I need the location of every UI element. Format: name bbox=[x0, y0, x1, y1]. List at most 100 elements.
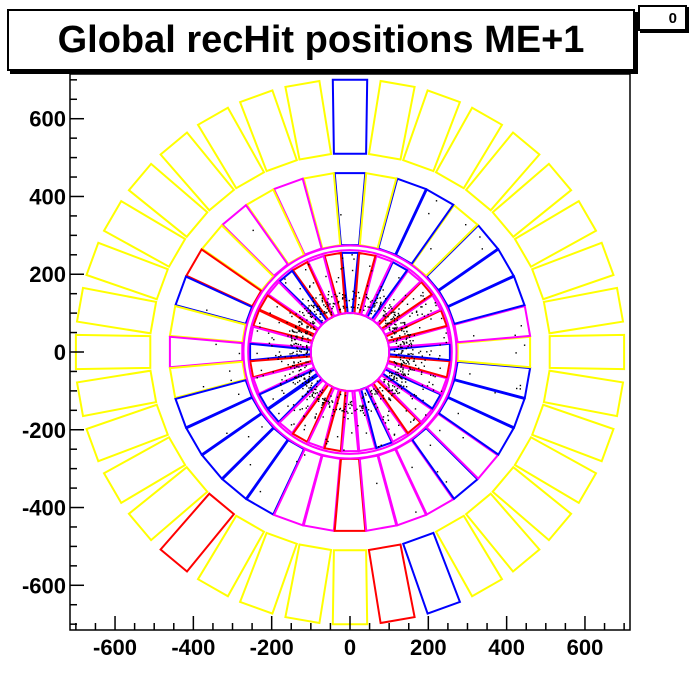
rechit-point bbox=[322, 402, 324, 404]
rechit-point bbox=[290, 424, 293, 426]
rechit-point bbox=[390, 306, 392, 308]
rechit-point bbox=[308, 380, 310, 382]
rechit-point bbox=[520, 325, 522, 327]
rechit-point bbox=[298, 376, 300, 378]
rechit-point bbox=[357, 425, 359, 427]
plot-area bbox=[70, 74, 630, 630]
rechit-point bbox=[393, 320, 396, 322]
rechit-point bbox=[310, 384, 312, 387]
rechit-point bbox=[410, 344, 413, 346]
rechit-point bbox=[349, 407, 351, 409]
rechit-point bbox=[399, 356, 402, 359]
rechit-point bbox=[394, 314, 396, 317]
rechit-point bbox=[430, 248, 432, 250]
rechit-point bbox=[395, 324, 397, 326]
rechit-point bbox=[306, 382, 308, 384]
rechit-point bbox=[318, 394, 320, 396]
rechit-point bbox=[344, 405, 347, 408]
rechit-point bbox=[396, 363, 398, 365]
rechit-point bbox=[308, 372, 311, 374]
rechit-point bbox=[395, 342, 398, 344]
rechit-point bbox=[396, 315, 399, 318]
rechit-point bbox=[409, 334, 412, 336]
rechit-point bbox=[393, 328, 396, 330]
rechit-point bbox=[293, 364, 296, 367]
rechit-point bbox=[378, 307, 380, 309]
rechit-point bbox=[373, 303, 375, 305]
rechit-point bbox=[322, 398, 324, 400]
rechit-point bbox=[319, 307, 321, 310]
rechit-point bbox=[408, 358, 411, 361]
chamber-me1-3-13 bbox=[127, 465, 209, 542]
rechit-point bbox=[367, 401, 370, 403]
chamber-me1-3-0 bbox=[331, 78, 369, 155]
rechit-point bbox=[381, 390, 384, 392]
rechit-point bbox=[313, 306, 315, 309]
rechit-point bbox=[316, 385, 318, 388]
rechit-point bbox=[338, 292, 341, 294]
rechit-point bbox=[402, 322, 404, 324]
rechit-point bbox=[412, 353, 414, 355]
rechit-point bbox=[391, 318, 393, 320]
rechit-point bbox=[295, 313, 297, 315]
rechit-point bbox=[373, 306, 375, 308]
rechit-point bbox=[306, 331, 309, 333]
rechit-point bbox=[398, 424, 400, 426]
rechit-point bbox=[388, 384, 390, 386]
rechit-point bbox=[394, 327, 397, 329]
rechit-point bbox=[302, 335, 304, 337]
rechit-point bbox=[439, 429, 441, 432]
rechit-point bbox=[303, 348, 306, 351]
rechit-point bbox=[298, 355, 300, 357]
rechit-point bbox=[406, 342, 408, 344]
rechit-point bbox=[238, 393, 240, 395]
rechit-point bbox=[363, 309, 365, 311]
rechit-point bbox=[289, 353, 291, 355]
rechit-point bbox=[384, 311, 386, 313]
rechit-point bbox=[296, 460, 298, 463]
rechit-point bbox=[398, 277, 400, 279]
rechit-point bbox=[323, 304, 325, 306]
rechit-point bbox=[393, 333, 396, 335]
rechit-point bbox=[479, 236, 481, 238]
y-tick-label: -200 bbox=[22, 418, 66, 443]
rechit-point bbox=[375, 391, 377, 393]
rechit-point bbox=[387, 419, 390, 421]
rechit-point bbox=[351, 432, 353, 434]
chamber-me1-3-6 bbox=[102, 199, 187, 269]
rechit-point bbox=[430, 310, 432, 312]
rechit-point bbox=[339, 407, 342, 410]
rechit-point bbox=[397, 392, 399, 395]
rechit-point bbox=[307, 326, 309, 328]
rechit-point bbox=[397, 371, 399, 374]
rechit-point bbox=[404, 373, 406, 375]
chamber-me1-3-4 bbox=[159, 131, 236, 212]
rechit-point bbox=[362, 405, 364, 408]
rechit-point bbox=[392, 385, 394, 387]
rechit-point bbox=[350, 403, 352, 405]
rechit-point bbox=[374, 305, 376, 307]
rechit-point bbox=[295, 326, 297, 329]
rechit-point bbox=[394, 366, 396, 368]
rechit-point bbox=[390, 312, 393, 314]
rechit-point bbox=[369, 301, 372, 303]
rechit-point bbox=[284, 278, 286, 280]
rechit-point bbox=[411, 356, 413, 358]
rechit-point bbox=[290, 335, 292, 337]
rechit-point bbox=[393, 377, 395, 379]
rechit-point bbox=[292, 404, 295, 406]
rechit-point bbox=[390, 374, 393, 377]
rechit-point bbox=[429, 354, 431, 356]
rechit-point bbox=[303, 428, 305, 431]
rechit-point bbox=[303, 416, 305, 418]
chamber-me1-3-20 bbox=[401, 531, 462, 615]
rechit-point bbox=[388, 326, 391, 329]
rechit-point bbox=[428, 381, 430, 383]
chart-title: Global recHit positions ME+1 bbox=[57, 18, 585, 61]
rechit-point bbox=[330, 311, 332, 313]
rechit-point bbox=[395, 377, 398, 379]
rechit-point bbox=[298, 324, 301, 327]
rechit-point bbox=[367, 306, 369, 308]
rechit-point bbox=[319, 390, 321, 392]
rechit-point bbox=[299, 408, 301, 411]
